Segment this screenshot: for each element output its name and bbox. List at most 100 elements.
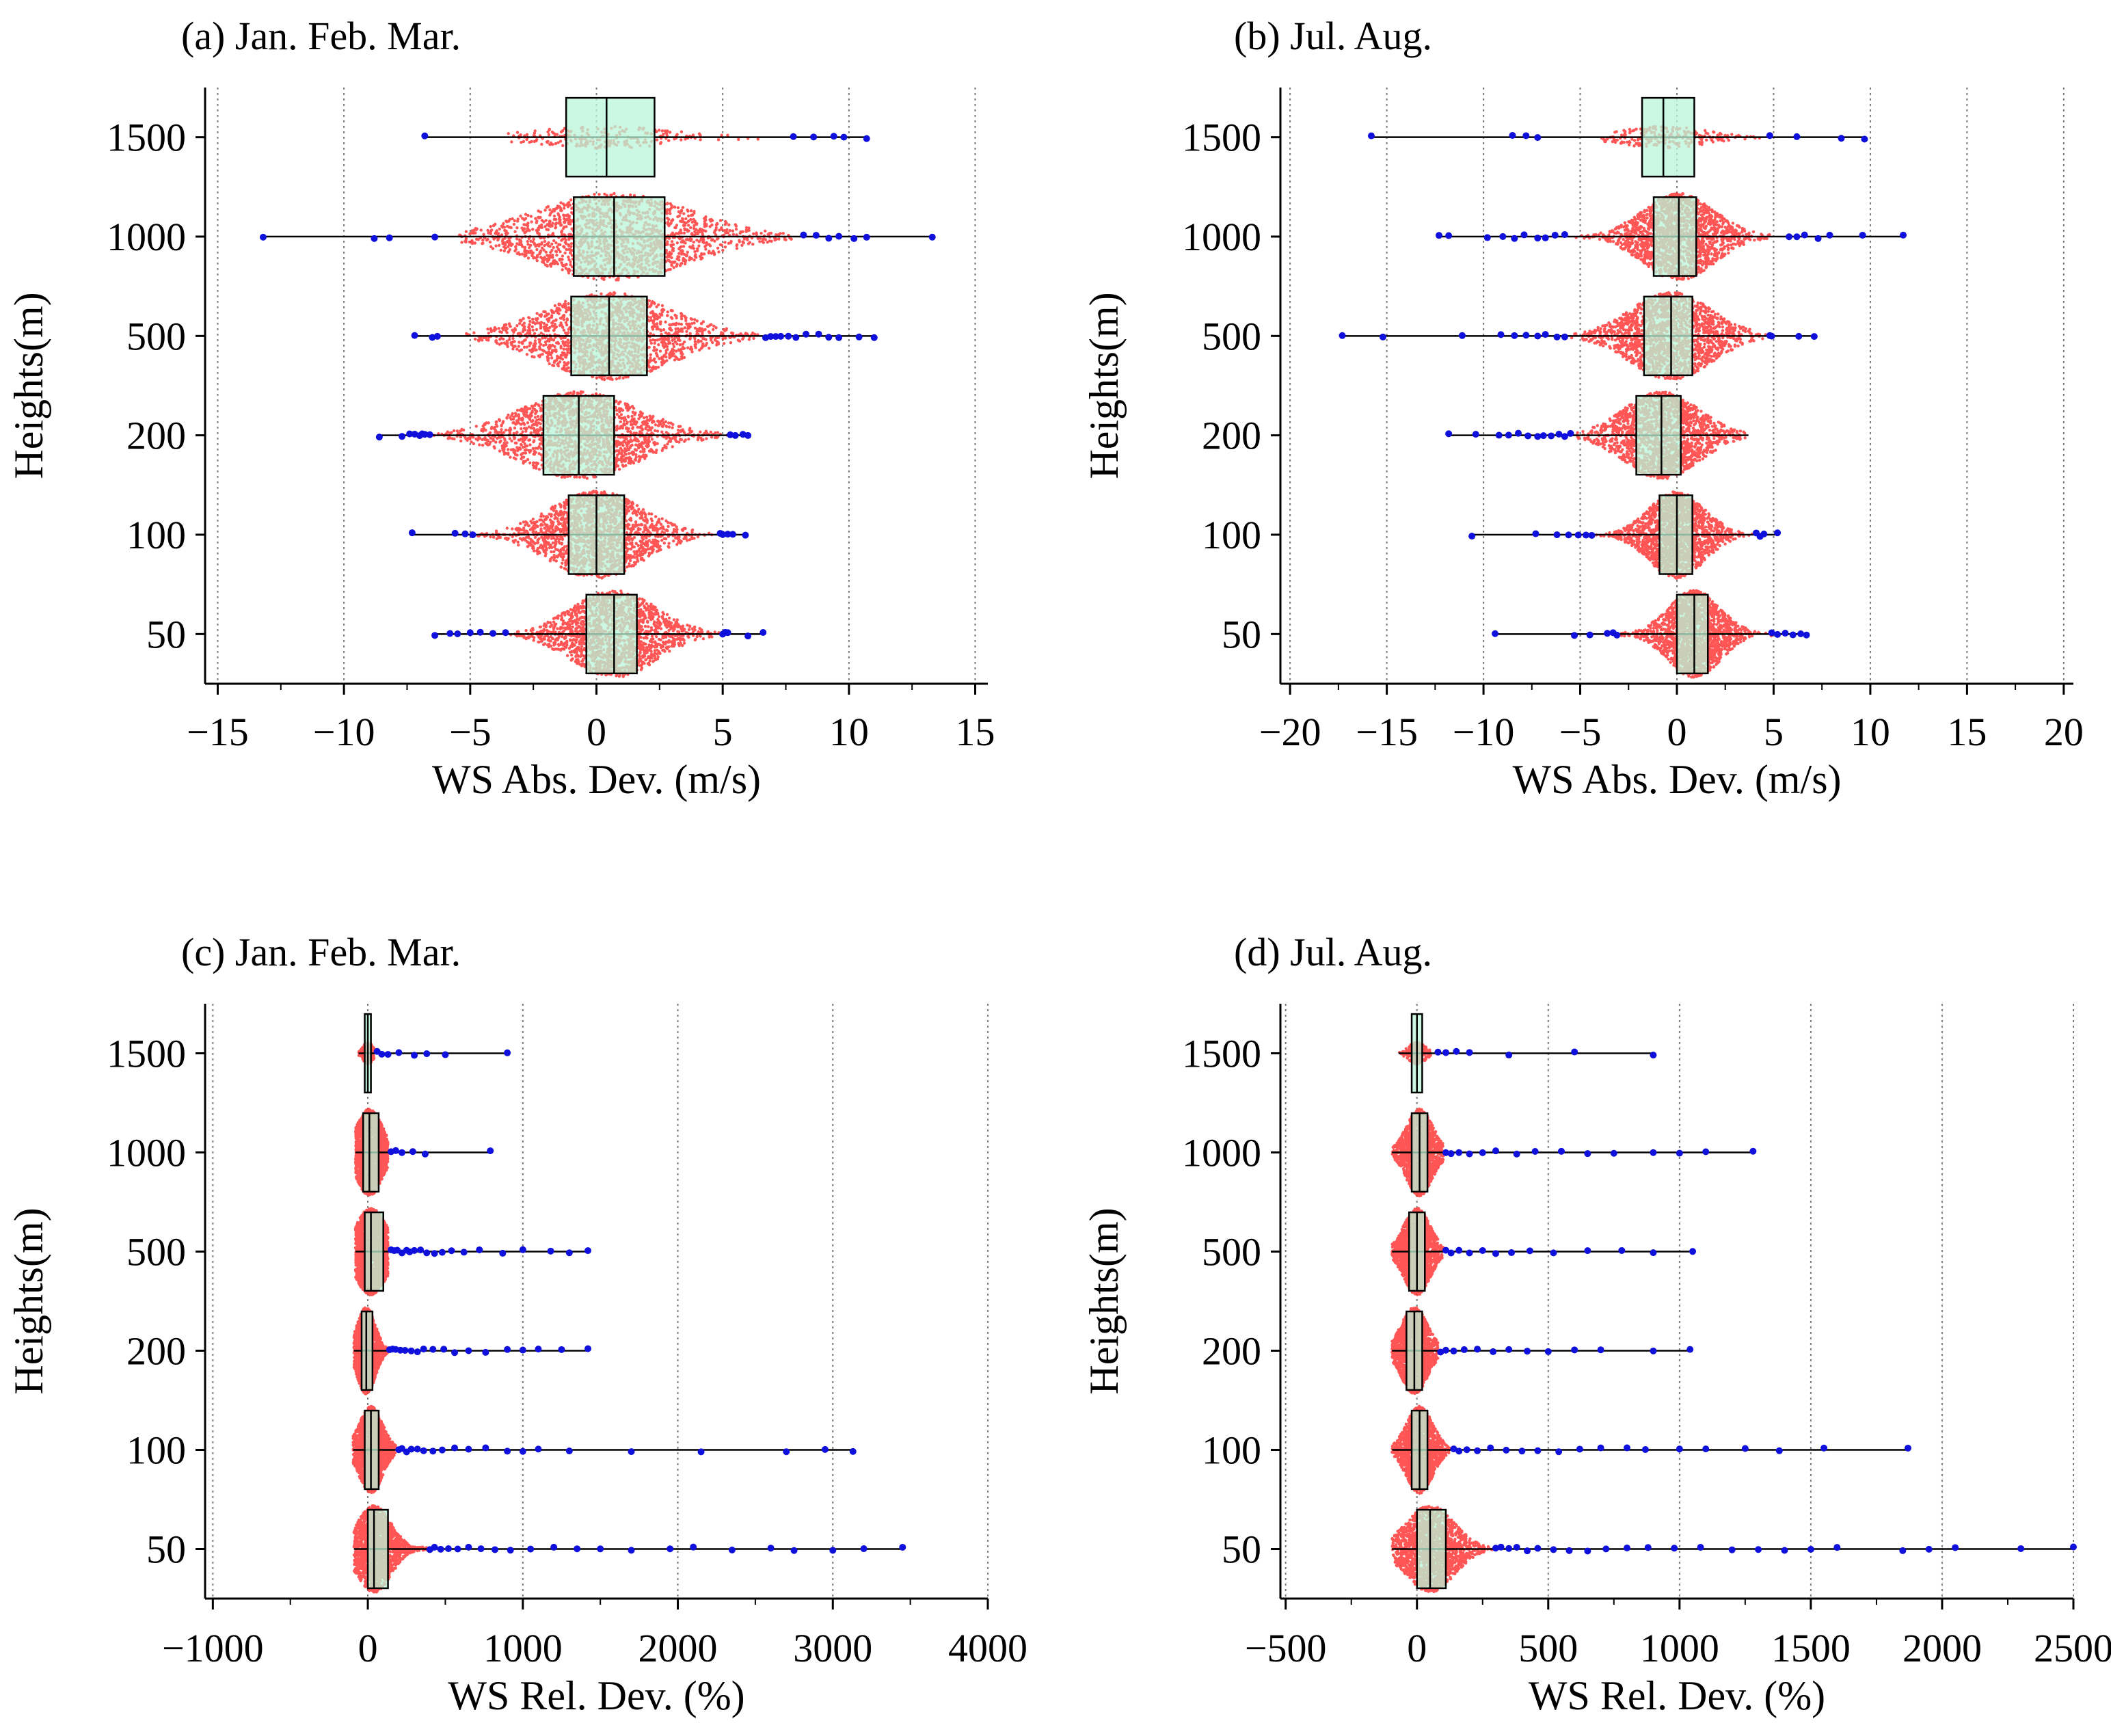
- outlier-point: [1339, 332, 1346, 339]
- outlier-point: [790, 1547, 798, 1554]
- x-tick-label: 3000: [793, 1626, 872, 1670]
- outlier-point: [1613, 631, 1621, 639]
- x-tick-label: 20: [2044, 710, 2084, 754]
- iqr-box: [1676, 593, 1709, 675]
- x-tick-label: 15: [1947, 710, 1987, 754]
- x-tick-label: 1500: [1771, 1626, 1851, 1670]
- x-tick-label: −20: [1259, 710, 1321, 754]
- outlier-point: [504, 1049, 511, 1056]
- outlier-point: [1768, 629, 1775, 637]
- outlier-point: [744, 431, 752, 439]
- outlier-point: [1807, 1545, 1814, 1553]
- outlier-point: [1671, 1545, 1678, 1552]
- outlier-point: [1492, 1545, 1499, 1552]
- y-tick-label: 50: [146, 612, 186, 656]
- outlier-point: [1624, 1444, 1631, 1452]
- outlier-point: [803, 330, 810, 338]
- outlier-point: [1442, 1049, 1449, 1056]
- outlier-point: [437, 1545, 444, 1553]
- outlier-point: [423, 1249, 431, 1257]
- outlier-point: [386, 234, 393, 241]
- outlier-point: [1447, 1150, 1455, 1158]
- outlier-point: [777, 332, 785, 340]
- y-tick-label: 1000: [1182, 1131, 1261, 1175]
- outlier-point: [850, 235, 858, 242]
- outlier-point: [1463, 1446, 1470, 1454]
- panel-c: (c) Jan. Feb. Mar. −1000 0 1000 2000 3000 4000…: [6, 930, 1027, 1718]
- outlier-point: [476, 628, 484, 636]
- outlier-point: [1859, 231, 1866, 239]
- outlier-point: [1925, 1545, 1933, 1553]
- outlier-point: [1532, 530, 1539, 537]
- y-axis-label: Heights(m): [6, 1207, 51, 1394]
- outlier-point: [477, 1545, 485, 1553]
- outlier-point: [431, 632, 439, 639]
- outlier-point: [1795, 332, 1803, 340]
- y-tick-label: 500: [126, 314, 186, 358]
- outlier-point: [399, 433, 406, 440]
- outlier-point: [1526, 1247, 1533, 1255]
- outlier-point: [502, 629, 509, 637]
- outlier-point: [1793, 233, 1801, 241]
- x-tick-label: 15: [956, 710, 995, 754]
- series-100: [1468, 490, 1781, 580]
- outlier-point: [1367, 132, 1375, 139]
- y-tick-label: 1500: [107, 1032, 186, 1076]
- outlier-point: [724, 531, 731, 538]
- outlier-point: [1522, 332, 1530, 339]
- y-tick-label: 200: [126, 1329, 186, 1374]
- outlier-point: [1539, 432, 1547, 440]
- outlier-point: [482, 1444, 489, 1452]
- series-100: [1390, 1404, 1912, 1495]
- outlier-point: [482, 1348, 489, 1356]
- outlier-point: [829, 1547, 837, 1554]
- outlier-point: [1797, 630, 1805, 638]
- outlier-point: [1576, 1445, 1583, 1453]
- series-200: [352, 1306, 592, 1396]
- series-200: [375, 390, 752, 480]
- outlier-point: [1445, 232, 1453, 239]
- panel-a: (a) Jan. Feb. Mar. −15 −10 −5 0 5 10 15 1500 1000…: [6, 14, 995, 802]
- outlier-point: [489, 630, 497, 637]
- outlier-point: [454, 1545, 461, 1553]
- outlier-point: [667, 1545, 674, 1553]
- outlier-point: [444, 1545, 452, 1553]
- outlier-point: [1567, 429, 1574, 437]
- outlier-point: [1450, 1445, 1457, 1453]
- outlier-point: [461, 530, 469, 537]
- outlier-point: [429, 1346, 437, 1353]
- outlier-point: [1531, 1147, 1539, 1155]
- outlier-point: [1900, 231, 1907, 239]
- outlier-point: [398, 1149, 405, 1156]
- outlier-point: [1602, 1545, 1610, 1553]
- x-axis-label: WS Abs. Dev. (m/s): [432, 757, 761, 802]
- iqr-box: [1635, 395, 1682, 476]
- outlier-point: [1520, 231, 1528, 239]
- series-50: [431, 589, 767, 678]
- outlier-point: [1810, 333, 1818, 340]
- y-tick-label: 1000: [107, 1131, 186, 1175]
- outlier-point: [384, 1051, 392, 1058]
- outlier-point: [1650, 1052, 1657, 1059]
- outlier-point: [1445, 430, 1453, 438]
- series-1000: [1390, 1107, 1757, 1198]
- outlier-point: [1505, 1346, 1513, 1353]
- x-tick-label: −500: [1245, 1626, 1327, 1670]
- outlier-point: [810, 133, 818, 141]
- y-axis-label: Heights(m): [1081, 292, 1127, 479]
- outlier-point: [1455, 1149, 1463, 1156]
- iqr-box: [366, 1508, 389, 1590]
- outlier-point: [519, 1447, 526, 1455]
- y-tick-label: 500: [1202, 1230, 1261, 1274]
- outlier-point: [1524, 1348, 1531, 1355]
- outlier-point: [1597, 1346, 1604, 1354]
- outlier-point: [1442, 1149, 1449, 1156]
- outlier-point: [1584, 1247, 1591, 1255]
- series-500: [411, 291, 878, 382]
- outlier-point: [1495, 431, 1503, 439]
- y-tick-label: 200: [1202, 414, 1261, 458]
- iqr-box: [1658, 494, 1693, 575]
- outlier-point: [855, 333, 863, 340]
- outlier-point: [411, 1246, 418, 1254]
